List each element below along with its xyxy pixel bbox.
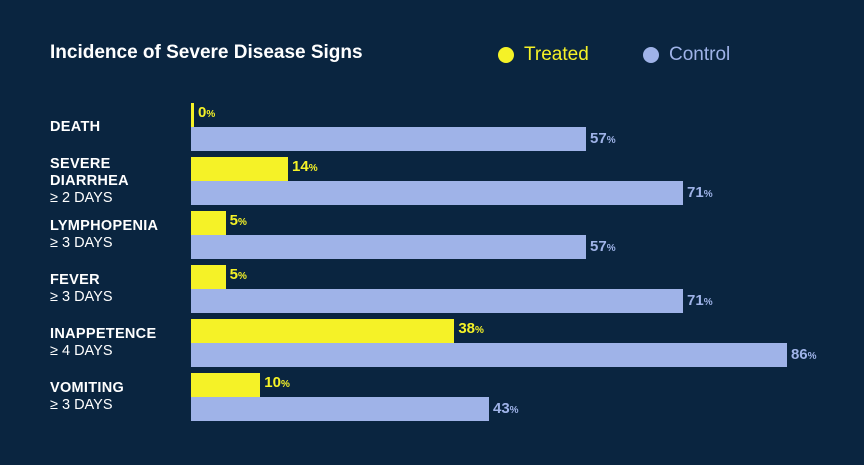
bar-control-fever xyxy=(191,289,684,313)
value-label-treated-severe-diarrhea: 14% xyxy=(292,158,318,175)
value-label-treated-fever: 5% xyxy=(229,266,247,283)
value-label-control-lymphopenia: 57% xyxy=(590,238,616,255)
bar-treated-severe-diarrhea xyxy=(191,157,289,181)
category-label-inappetence: INAPPETENCE ≥ 4 DAYS xyxy=(50,326,157,359)
value-label-control-fever: 71% xyxy=(687,292,713,309)
category-label-fever: FEVER ≥ 3 DAYS xyxy=(50,272,113,305)
category-label-lymphopenia: LYMPHOPENIA ≥ 3 DAYS xyxy=(50,218,159,251)
bar-treated-inappetence xyxy=(191,319,455,343)
value-label-treated-vomiting: 10% xyxy=(264,374,290,391)
value-label-control-inappetence: 86% xyxy=(790,346,817,363)
legend-label-control: Control xyxy=(669,44,731,65)
legend-item-treated: Treated xyxy=(498,44,589,66)
bar-treated-death xyxy=(191,103,194,127)
legend-dot-treated-icon xyxy=(498,47,514,63)
bar-treated-vomiting xyxy=(191,373,261,397)
value-label-treated-death: 0% xyxy=(198,104,216,121)
bar-treated-fever xyxy=(191,265,226,289)
legend-item-control: Control xyxy=(643,44,730,66)
category-label-severe-diarrhea: SEVERE DIARRHEA ≥ 2 DAYS xyxy=(50,155,129,206)
legend-label-treated: Treated xyxy=(524,44,589,65)
value-label-treated-lymphopenia: 5% xyxy=(229,212,247,229)
bar-control-death xyxy=(191,127,586,151)
value-label-control-severe-diarrhea: 71% xyxy=(687,184,713,201)
bar-control-vomiting xyxy=(191,397,489,421)
chart-title: Incidence of Severe Disease Signs xyxy=(50,42,363,63)
value-label-control-vomiting: 43% xyxy=(492,400,519,417)
bar-control-inappetence xyxy=(191,343,787,367)
category-label-vomiting: VOMITING ≥ 3 DAYS xyxy=(50,380,125,413)
category-label-death: DEATH xyxy=(50,118,101,135)
value-label-treated-inappetence: 38% xyxy=(458,320,484,337)
bar-control-severe-diarrhea xyxy=(191,181,684,205)
bar-treated-lymphopenia xyxy=(191,211,226,235)
bar-control-lymphopenia xyxy=(191,235,586,259)
legend-dot-control-icon xyxy=(643,47,659,63)
value-label-control-death: 57% xyxy=(590,130,616,147)
